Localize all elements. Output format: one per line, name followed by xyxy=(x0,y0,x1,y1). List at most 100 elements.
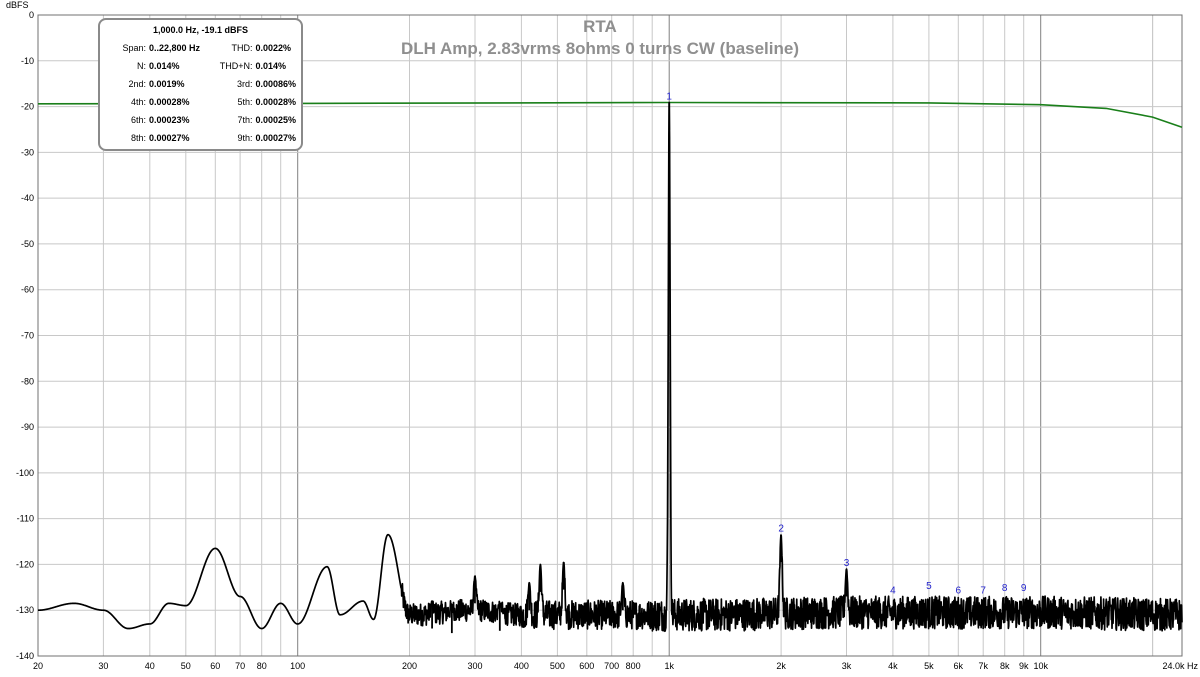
measurement-info-box: 1,000.0 Hz, -19.1 dBFS Span: 0..22,800 Hz… xyxy=(98,18,303,151)
y-tick-label: -90 xyxy=(21,422,34,432)
axis-frame xyxy=(37,14,1183,657)
info-label: 5th: xyxy=(237,97,253,107)
y-axis-label: dBFS xyxy=(6,0,29,10)
harmonic-marker-label: 9 xyxy=(1021,583,1027,594)
info-value: 0.00086% xyxy=(255,79,297,89)
x-tick-label: 70 xyxy=(235,661,245,671)
harmonic-marker-label: 5 xyxy=(926,581,932,592)
info-label: 7th: xyxy=(237,115,253,125)
info-cell: 9th: 0.00027% xyxy=(201,133,302,143)
info-value: 0.00028% xyxy=(255,97,297,107)
x-tick-label: 4k xyxy=(888,661,898,671)
info-value: 0.0019% xyxy=(149,79,185,89)
info-cell: 2nd: 0.0019% xyxy=(100,79,201,89)
x-tick-label: 80 xyxy=(257,661,267,671)
level-series-line xyxy=(37,101,1183,128)
y-tick-label: -130 xyxy=(16,605,34,615)
info-label: THD: xyxy=(231,43,253,53)
info-value: 0.014% xyxy=(255,61,287,71)
x-tick-label: 300 xyxy=(467,661,482,671)
y-tick-label: -80 xyxy=(21,376,34,386)
info-row: 2nd: 0.0019% 3rd: 0.00086% xyxy=(100,75,301,93)
y-tick-label: -100 xyxy=(16,468,34,478)
info-value: 0.00027% xyxy=(255,133,297,143)
series xyxy=(37,101,1183,634)
info-cell: 6th: 0.00023% xyxy=(100,115,201,125)
info-value: 0..22,800 Hz xyxy=(149,43,201,53)
info-value: 0.0022% xyxy=(255,43,292,53)
harmonic-marker-label: 4 xyxy=(890,586,896,597)
x-tick-label: 5k xyxy=(924,661,934,671)
info-label: 9th: xyxy=(237,133,253,143)
info-label: THD+N: xyxy=(219,61,253,71)
info-cell: Span: 0..22,800 Hz xyxy=(100,43,201,53)
info-row: Span: 0..22,800 Hz THD: 0.0022% xyxy=(100,39,301,57)
y-tick-label: -30 xyxy=(21,147,34,157)
info-header: 1,000.0 Hz, -19.1 dBFS xyxy=(152,25,249,35)
x-tick-label: 800 xyxy=(626,661,641,671)
info-cell: N: 0.014% xyxy=(100,61,201,71)
x-tick-label: 2k xyxy=(776,661,786,671)
harmonic-marker-label: 6 xyxy=(956,586,962,597)
x-tick-label: 9k xyxy=(1019,661,1029,671)
info-label: Span: xyxy=(122,43,146,53)
info-value: 0.00025% xyxy=(255,115,297,125)
plot-frame xyxy=(37,14,1183,657)
x-tick-label: 600 xyxy=(579,661,594,671)
info-cell: 8th: 0.00027% xyxy=(100,133,201,143)
x-tick-label: 500 xyxy=(550,661,565,671)
x-tick-label: 1k xyxy=(664,661,674,671)
x-tick-label: 700 xyxy=(604,661,619,671)
spectrum-series-line xyxy=(37,101,1183,633)
info-label: 4th: xyxy=(130,97,146,107)
y-tick-label: -60 xyxy=(21,285,34,295)
y-tick-label: -20 xyxy=(21,102,34,112)
x-tick-label: 10k xyxy=(1033,661,1048,671)
chart-subtitle: DLH Amp, 2.83vrms 8ohms 0 turns CW (base… xyxy=(401,39,799,58)
info-row: 6th: 0.00023% 7th: 0.00025% xyxy=(100,111,301,129)
tick-labels: 0 -10 -20 -30 -40 -50 -60 -70 -80 -90 -100 -110 -120… xyxy=(16,10,1199,671)
x-tick-label: 8k xyxy=(1000,661,1010,671)
x-tick-label: 400 xyxy=(514,661,529,671)
x-tick-label: 50 xyxy=(181,661,191,671)
harmonic-marker-label: 1 xyxy=(666,92,672,103)
info-label: 6th: xyxy=(130,115,146,125)
info-cell: 4th: 0.00028% xyxy=(100,97,201,107)
harmonic-marker-label: 7 xyxy=(980,586,986,597)
info-rows: Span: 0..22,800 Hz THD: 0.0022% N: 0.014% THD+… xyxy=(100,39,301,147)
x-tick-label: 200 xyxy=(402,661,417,671)
info-cell: 5th: 0.00028% xyxy=(201,97,302,107)
y-tick-label: -50 xyxy=(21,239,34,249)
y-tick-label: -120 xyxy=(16,559,34,569)
info-row: 4th: 0.00028% 5th: 0.00028% xyxy=(100,93,301,111)
x-tick-label: 100 xyxy=(290,661,305,671)
info-cell: THD: 0.0022% xyxy=(201,43,302,53)
info-cell: THD+N: 0.014% xyxy=(201,61,302,71)
x-tick-label: 40 xyxy=(145,661,155,671)
x-tick-label: 20 xyxy=(33,661,43,671)
info-label: 3rd: xyxy=(236,79,253,89)
x-tick-label: 3k xyxy=(842,661,852,671)
harmonic-marker-label: 8 xyxy=(1002,583,1008,594)
info-row: N: 0.014% THD+N: 0.014% xyxy=(100,57,301,75)
info-cell: 3rd: 0.00086% xyxy=(201,79,302,89)
harmonic-marker-label: 2 xyxy=(778,524,784,535)
x-tick-label: 60 xyxy=(210,661,220,671)
info-value: 0.00028% xyxy=(149,97,190,107)
info-label: 2nd: xyxy=(128,79,146,89)
x-tick-label: 7k xyxy=(978,661,988,671)
y-tick-label: -140 xyxy=(16,651,34,661)
x-tick-label: 30 xyxy=(98,661,108,671)
x-tick-label: 24.0k Hz xyxy=(1162,661,1198,671)
x-tick-label: 6k xyxy=(954,661,964,671)
chart-title: RTA xyxy=(583,17,617,36)
info-cell: 7th: 0.00025% xyxy=(201,115,302,125)
info-value: 0.00027% xyxy=(149,133,190,143)
info-label: 8th: xyxy=(130,133,146,143)
y-tick-label: -40 xyxy=(21,193,34,203)
info-label: N: xyxy=(137,61,146,71)
info-value: 0.014% xyxy=(149,61,180,71)
y-tick-label: 0 xyxy=(29,10,34,20)
y-tick-label: -110 xyxy=(17,514,34,524)
harmonic-markers: 1 2 3 4 5 6 7 8 9 xyxy=(666,92,1027,597)
